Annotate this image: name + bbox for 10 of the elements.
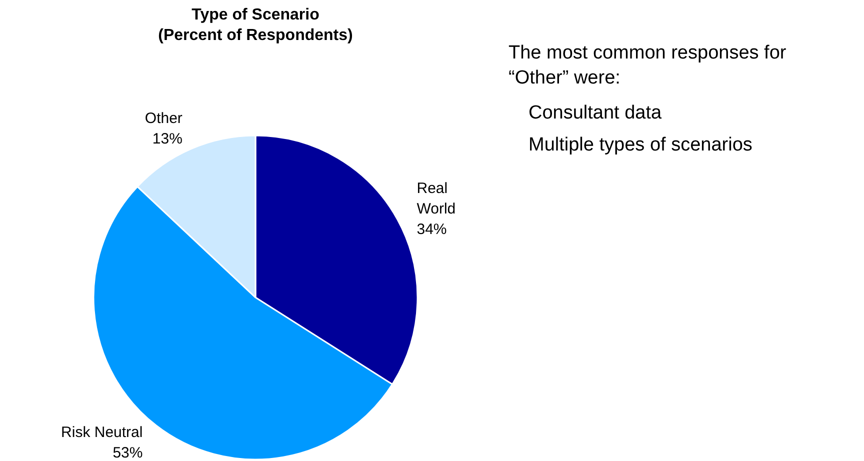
text: The most common responses for “Other” were: <box>508 42 787 89</box>
slice-label: Risk Neutral <box>61 424 143 442</box>
chart-title: Type of Scenario (Percent of Respondents) <box>158 6 353 44</box>
data-label: 13% <box>152 130 182 148</box>
slice-label: Real World <box>416 180 456 218</box>
text: Consultant data <box>528 102 662 124</box>
data-label: 53% <box>112 444 143 461</box>
text: Multiple types of scenarios <box>528 134 752 156</box>
slice-label: Other <box>144 110 182 127</box>
data-label: 34% <box>416 220 447 238</box>
